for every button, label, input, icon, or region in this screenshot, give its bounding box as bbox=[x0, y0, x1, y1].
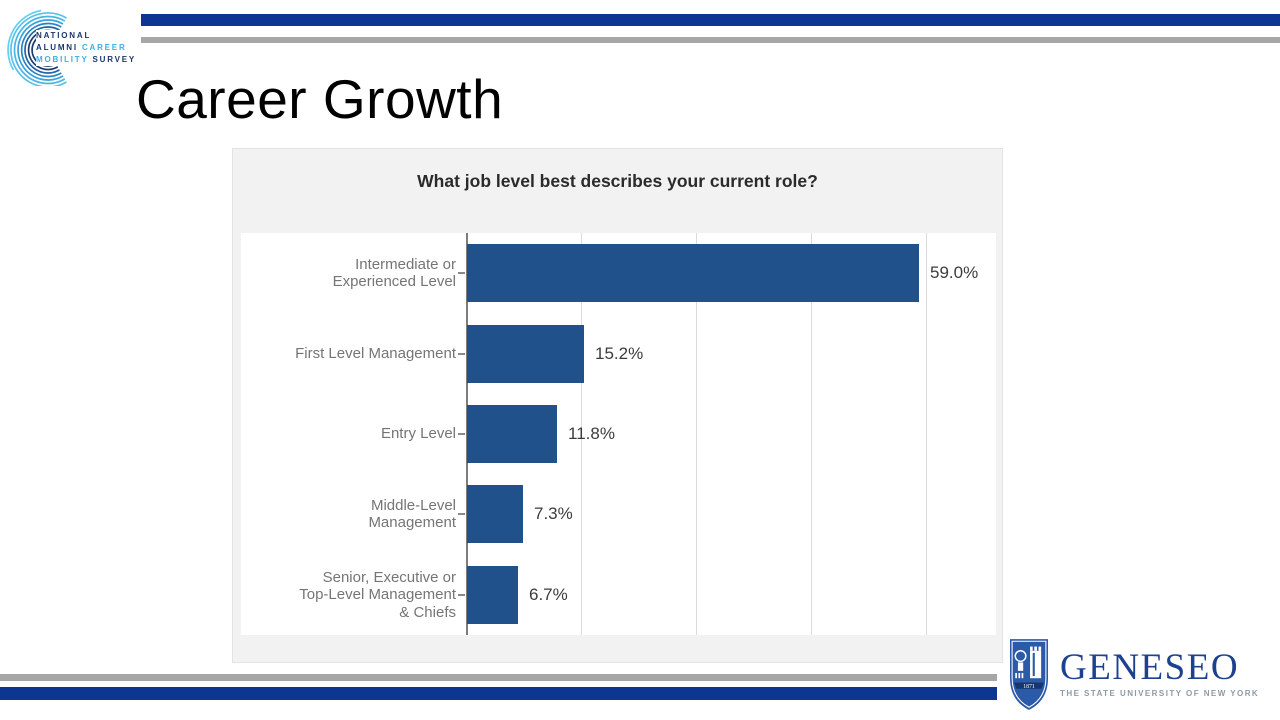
chart-row: Entry Level 11.8% bbox=[241, 394, 996, 474]
chart-plot-area: Intermediate or Experienced Level 59.0% Fir… bbox=[241, 233, 996, 635]
chart-row: Senior, Executive or Top-Level Management… bbox=[241, 555, 996, 635]
chart-gridline bbox=[811, 233, 812, 635]
axis-tick bbox=[458, 432, 465, 435]
nacm-line2-light: CAREER bbox=[81, 43, 127, 52]
axis-tick bbox=[458, 272, 465, 275]
chart-bar bbox=[467, 324, 584, 383]
axis-tick bbox=[458, 513, 465, 516]
value-label: 6.7% bbox=[529, 584, 568, 604]
axis-tick bbox=[458, 593, 465, 596]
chart-row: Intermediate or Experienced Level 59.0% bbox=[241, 233, 996, 313]
bottom-gray-rule bbox=[0, 674, 997, 681]
bottom-navy-rule bbox=[0, 687, 997, 700]
chart-row: Middle-Level Management 7.3% bbox=[241, 474, 996, 554]
axis-tick bbox=[458, 352, 465, 355]
nacm-line1: NATIONAL bbox=[36, 31, 92, 40]
geneseo-wordmark: GENESEO bbox=[1060, 647, 1240, 688]
slide-title: Career Growth bbox=[136, 68, 504, 130]
category-label: Intermediate or Experienced Level bbox=[332, 255, 456, 291]
category-label: Middle-Level Management bbox=[368, 496, 456, 532]
value-label: 7.3% bbox=[534, 504, 573, 524]
value-label: 15.2% bbox=[595, 343, 644, 363]
chart-panel: What job level best describes your curre… bbox=[232, 148, 1003, 663]
chart-gridline bbox=[926, 233, 927, 635]
top-navy-rule bbox=[141, 14, 1280, 26]
chart-bar bbox=[467, 485, 523, 544]
value-label: 11.8% bbox=[568, 423, 615, 443]
category-label: Entry Level bbox=[380, 425, 456, 443]
top-gray-rule bbox=[141, 37, 1280, 43]
chart-bar bbox=[467, 404, 557, 463]
category-label: First Level Management bbox=[295, 344, 456, 362]
nacm-line3-dark: SURVEY bbox=[92, 55, 137, 64]
geneseo-tagline: THE STATE UNIVERSITY OF NEW YORK bbox=[1060, 689, 1260, 698]
nacm-line2-dark: ALUMNI bbox=[36, 43, 82, 52]
nacm-logo-text: NATIONAL ALUMNI CAREER MOBILITY SURVEY bbox=[36, 30, 139, 66]
chart-row: First Level Management 15.2% bbox=[241, 313, 996, 393]
value-label: 59.0% bbox=[930, 263, 979, 283]
geneseo-shield-icon: 1871 bbox=[1010, 639, 1048, 710]
chart-gridline bbox=[581, 233, 582, 635]
geneseo-shield-year: 1871 bbox=[1023, 684, 1035, 690]
geneseo-logo: 1871 GENESEO THE STATE UNIVERSITY OF NEW… bbox=[1007, 636, 1273, 716]
category-label: Senior, Executive or Top-Level Management… bbox=[299, 568, 456, 621]
geneseo-logo-text: GENESEO THE STATE UNIVERSITY OF NEW YORK bbox=[1060, 636, 1259, 716]
nacm-line3-light: MOBILITY bbox=[36, 55, 93, 64]
chart-title: What job level best describes your curre… bbox=[417, 171, 818, 191]
nacm-logo: NATIONAL ALUMNI CAREER MOBILITY SURVEY bbox=[6, 6, 146, 86]
chart-bar bbox=[467, 244, 919, 303]
chart-gridline bbox=[696, 233, 697, 635]
chart-bar bbox=[467, 565, 518, 624]
